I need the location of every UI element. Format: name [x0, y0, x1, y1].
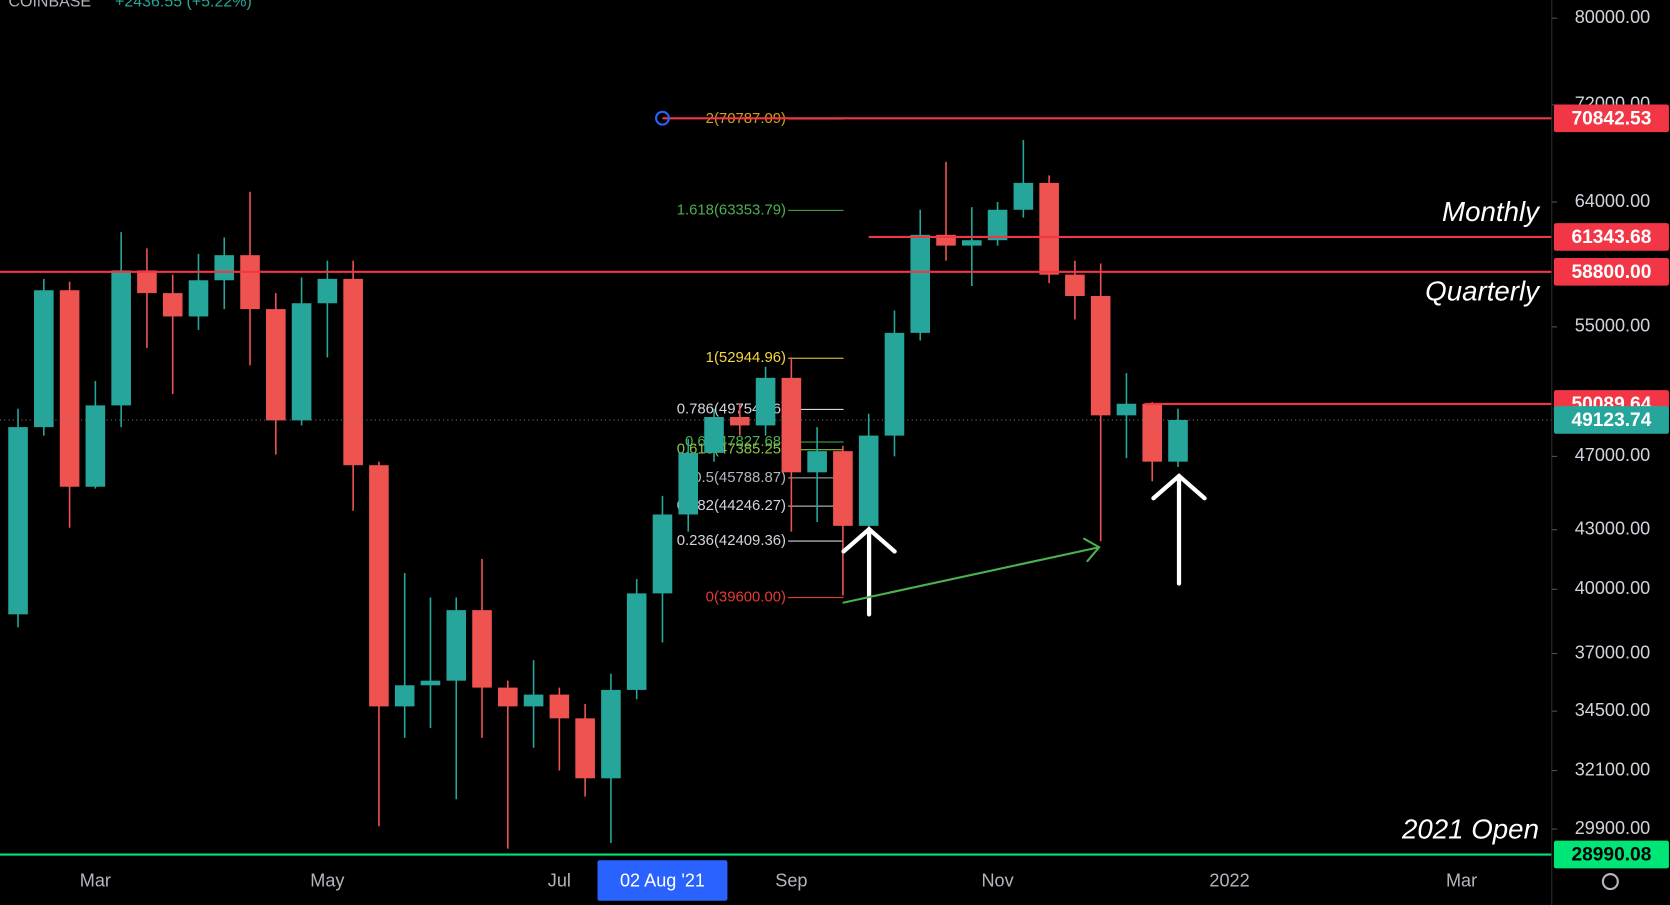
candle-body: [730, 417, 750, 426]
x-tick-label: Jul: [548, 870, 571, 890]
price-badge-label: 49123.74: [1571, 410, 1651, 431]
candle-body: [1142, 403, 1163, 462]
settings-icon[interactable]: [1601, 873, 1619, 891]
y-tick-label: 43000.00: [1575, 518, 1650, 538]
candle-body: [910, 234, 931, 333]
y-tick-label: 47000.00: [1575, 445, 1650, 465]
x-tick-label: Mar: [80, 870, 111, 890]
fib-label: 0.236(42409.36): [677, 533, 786, 549]
candle-body: [1065, 274, 1085, 296]
candle-body: [962, 240, 982, 246]
candle-body: [214, 255, 235, 281]
candle-body: [8, 427, 28, 615]
candle-body: [523, 694, 544, 707]
candle-body: [446, 610, 467, 681]
price-badge-label: 61343.68: [1571, 227, 1651, 248]
candle-body: [833, 451, 853, 526]
fib-label: 1(52944.96): [706, 350, 786, 366]
candle-body: [498, 687, 518, 707]
candle-body: [162, 293, 183, 317]
white-arrow: [1151, 473, 1207, 586]
candle-body: [420, 680, 441, 686]
candle-body: [626, 593, 647, 690]
price-axis: [1551, 0, 1670, 905]
candle-body: [85, 405, 106, 487]
candle-body: [291, 303, 312, 421]
line-annotation: 2021 Open: [1401, 813, 1539, 844]
candle-body: [807, 451, 827, 473]
candle-body: [1013, 182, 1034, 210]
candle-body: [704, 417, 724, 453]
candle-body: [1039, 182, 1059, 275]
candle-body: [781, 377, 802, 473]
symbol: COINBASE: [9, 0, 92, 10]
x-tick-label: Sep: [775, 870, 807, 890]
y-tick-label: 37000.00: [1575, 642, 1650, 662]
price-badge: [1553, 223, 1669, 251]
candle-body: [1090, 295, 1111, 416]
fib-label: 0(39600.00): [706, 589, 786, 605]
crosshair-label: 02 Aug '21: [620, 870, 705, 890]
price-badge: [1553, 406, 1669, 434]
price-badge: [1553, 840, 1669, 869]
candle-body: [678, 452, 699, 515]
fib-label: 1.618(63353.79): [677, 202, 786, 218]
candle-body: [111, 270, 131, 406]
price-badge: [1553, 104, 1669, 133]
candle-body: [266, 309, 286, 421]
x-tick-label: 2022: [1209, 870, 1249, 890]
candle-body: [137, 270, 157, 294]
y-tick-label: 40000.00: [1575, 578, 1650, 598]
plot-area: Monthly Quarterly 2021 Open: [0, 117, 1552, 856]
y-tick-label: 32100.00: [1575, 759, 1650, 779]
candle-body: [858, 435, 879, 526]
x-tick-label: May: [310, 870, 345, 890]
price-badge-label: 58800.00: [1571, 262, 1651, 283]
x-tick-label: Mar: [1446, 870, 1477, 890]
fib-label: 0.382(44246.27): [677, 498, 786, 514]
change: +2436.55 (+5.22%): [115, 0, 252, 10]
crosshair-box: [597, 860, 728, 901]
time-axis: [0, 858, 1670, 905]
candle-body: [652, 514, 673, 594]
fib-label: 0.618(47385.25): [677, 442, 786, 458]
price-badge: [1553, 257, 1669, 286]
candle-body: [240, 255, 260, 310]
white-arrow: [841, 526, 897, 617]
green-arrow: [842, 537, 1101, 604]
y-tick-label: 34500.00: [1575, 700, 1650, 720]
annotation-arrows: [841, 473, 1207, 617]
y-tick-label: 29900.00: [1575, 818, 1650, 838]
candle-body: [755, 377, 776, 426]
candle-body: [59, 290, 80, 487]
candle-body: [575, 718, 595, 779]
line-annotation: Monthly: [1442, 196, 1541, 227]
fib-anchor: [655, 110, 670, 126]
price-badge-label: 70842.53: [1571, 108, 1651, 129]
candle-body: [34, 290, 54, 428]
line-annotation: Quarterly: [1425, 275, 1541, 306]
candle-body: [1168, 419, 1188, 462]
candle-body: [936, 234, 956, 246]
x-tick-label: Nov: [981, 870, 1013, 890]
candle-body: [1116, 403, 1137, 416]
candle-body: [601, 689, 621, 779]
fib-label: 0.5(45788.87): [693, 470, 786, 486]
candle-body: [369, 465, 389, 707]
candle-body: [343, 278, 363, 466]
y-tick-label: 55000.00: [1575, 316, 1650, 336]
candle-body: [884, 332, 905, 436]
candle-body: [987, 209, 1008, 241]
candle-body: [188, 280, 209, 317]
candle-body: [472, 610, 492, 688]
candle-body: [549, 694, 570, 719]
price-badge-label: 28990.08: [1571, 845, 1651, 866]
y-tick-label: 80000.00: [1575, 7, 1650, 27]
y-tick-label: 64000.00: [1575, 191, 1650, 211]
candle-body: [317, 278, 338, 304]
candle-body: [394, 685, 415, 707]
